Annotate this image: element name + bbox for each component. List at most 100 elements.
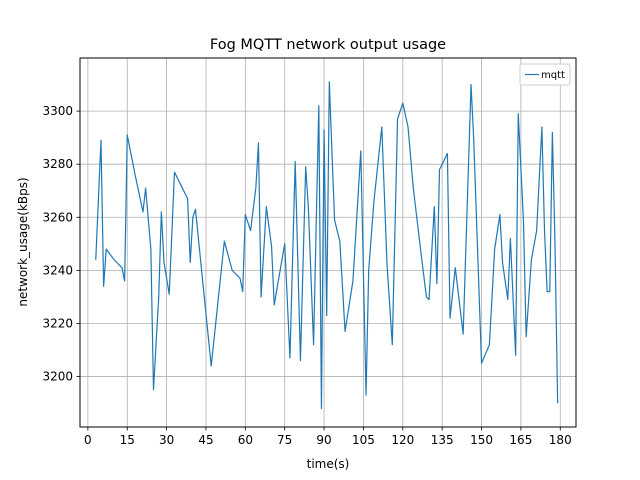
x-tick-label: 60: [238, 433, 253, 447]
legend-label-mqtt: mqtt: [541, 70, 565, 81]
data-point: [552, 132, 553, 133]
data-point: [439, 169, 440, 170]
data-point: [334, 219, 335, 220]
data-point: [127, 134, 128, 135]
data-point: [554, 243, 555, 244]
data-point: [174, 172, 175, 173]
data-point: [526, 336, 527, 337]
data-point: [258, 142, 259, 143]
data-point: [329, 81, 330, 82]
data-point: [295, 161, 296, 162]
x-tick-label: 180: [549, 433, 572, 447]
data-point: [544, 230, 545, 231]
data-point: [124, 280, 125, 281]
plot-frame: [79, 57, 577, 428]
data-point: [470, 84, 471, 85]
data-point: [255, 187, 256, 188]
x-tick-label: 75: [277, 433, 292, 447]
ticks: 0 15 30 45 60 75 90 105 120 135 150 165 180 3200 3220 3…: [42, 104, 571, 447]
data-point: [339, 241, 340, 242]
data-point: [402, 103, 403, 104]
data-point: [153, 389, 154, 390]
data-point: [360, 150, 361, 151]
legend: mqtt: [519, 63, 571, 86]
data-point: [318, 105, 319, 106]
data-point: [489, 344, 490, 345]
data-point: [421, 254, 422, 255]
data-point: [142, 211, 143, 212]
data-point: [392, 344, 393, 345]
x-tick-label: 15: [120, 433, 135, 447]
data-point: [161, 211, 162, 212]
data-point: [531, 259, 532, 260]
data-point: [250, 230, 251, 231]
data-point: [100, 140, 101, 141]
data-point: [413, 187, 414, 188]
data-point: [192, 217, 193, 218]
y-tick-label: 3220: [42, 316, 73, 330]
data-point: [352, 280, 353, 281]
data-point: [224, 241, 225, 242]
x-tick-label: 120: [391, 433, 414, 447]
data-point: [494, 249, 495, 250]
data-point: [323, 129, 324, 130]
data-point: [190, 262, 191, 263]
data-point: [114, 259, 115, 260]
data-point: [381, 126, 382, 127]
y-tick-label: 3200: [42, 370, 73, 384]
data-point: [368, 270, 369, 271]
data-point: [135, 174, 136, 175]
x-tick-label: 165: [509, 433, 532, 447]
x-tick-label: 135: [431, 433, 454, 447]
data-point: [365, 395, 366, 396]
x-tick-label: 30: [159, 433, 174, 447]
data-point: [407, 126, 408, 127]
data-point: [502, 262, 503, 263]
data-point: [518, 113, 519, 114]
data-point: [232, 270, 233, 271]
data-point: [344, 331, 345, 332]
data-point: [300, 360, 301, 361]
x-tick-label: 90: [316, 433, 331, 447]
data-point: [473, 137, 474, 138]
data-point: [463, 333, 464, 334]
data-point: [237, 275, 238, 276]
data-point: [434, 206, 435, 207]
data-point: [541, 126, 542, 127]
chart-title: Fog MQTT network output usage: [210, 37, 446, 53]
data-point: [515, 355, 516, 356]
y-tick-label: 3280: [42, 157, 73, 171]
data-point: [305, 166, 306, 167]
data-point: [163, 262, 164, 263]
data-point: [447, 153, 448, 154]
data-point: [158, 296, 159, 297]
series-layer: [95, 81, 559, 410]
data-point: [386, 264, 387, 265]
data-point: [426, 296, 427, 297]
data-point: [510, 238, 511, 239]
y-tick-label: 3260: [42, 210, 73, 224]
data-point: [95, 259, 96, 260]
data-point: [274, 304, 275, 305]
data-point: [187, 198, 188, 199]
series-line-mqtt: [95, 81, 559, 410]
x-tick-label: 45: [198, 433, 213, 447]
data-point: [397, 118, 398, 119]
data-point: [308, 206, 309, 207]
data-point: [266, 206, 267, 207]
data-point: [321, 408, 322, 409]
data-point: [150, 249, 151, 250]
data-point: [536, 230, 537, 231]
data-point: [523, 222, 524, 223]
data-point: [239, 278, 240, 279]
data-point: [449, 318, 450, 319]
data-point: [271, 246, 272, 247]
data-point: [481, 363, 482, 364]
data-point: [106, 249, 107, 250]
data-point: [260, 296, 261, 297]
x-axis-label: time(s): [307, 457, 350, 471]
data-point: [373, 201, 374, 202]
data-point: [242, 291, 243, 292]
